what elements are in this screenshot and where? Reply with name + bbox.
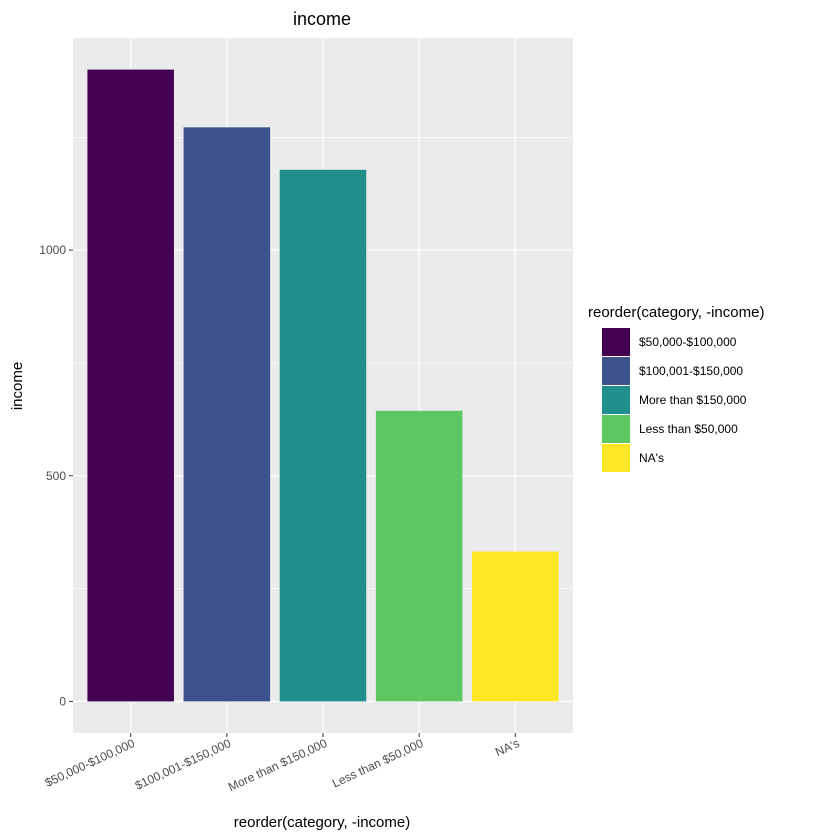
bars [87,69,559,702]
y-tick-label: 1000 [39,243,66,257]
y-axis: 0 500 1000 [39,243,73,708]
legend-swatch [602,357,630,385]
legend-label: NA's [639,451,664,465]
x-tick-label: Less than $50,000 [330,736,426,791]
legend-swatch [602,444,630,472]
bar [375,410,463,702]
legend-title: reorder(category, -income) [588,304,764,321]
bar [183,127,271,702]
x-tick-label: NA's [493,736,522,759]
legend-label: $50,000-$100,000 [639,335,737,349]
bar [279,169,367,702]
legend-label: More than $150,000 [639,393,747,407]
bar [87,69,174,702]
legend-swatch [602,328,630,356]
x-tick-label: $100,001-$150,000 [133,736,234,793]
x-tick-label: More than $150,000 [226,736,330,794]
legend-swatch [602,415,630,443]
bar [472,551,559,702]
y-tick-label: 500 [46,469,66,483]
legend: reorder(category, -income) $50,000-$100,… [588,304,764,472]
chart-title: income [293,9,351,29]
y-axis-title: income [9,362,26,410]
x-tick-label: $50,000-$100,000 [43,736,138,790]
legend-swatch [602,386,630,414]
x-axis-title: reorder(category, -income) [234,814,410,831]
y-tick-label: 0 [59,694,66,708]
legend-label: $100,001-$150,000 [639,364,743,378]
legend-label: Less than $50,000 [639,422,738,436]
